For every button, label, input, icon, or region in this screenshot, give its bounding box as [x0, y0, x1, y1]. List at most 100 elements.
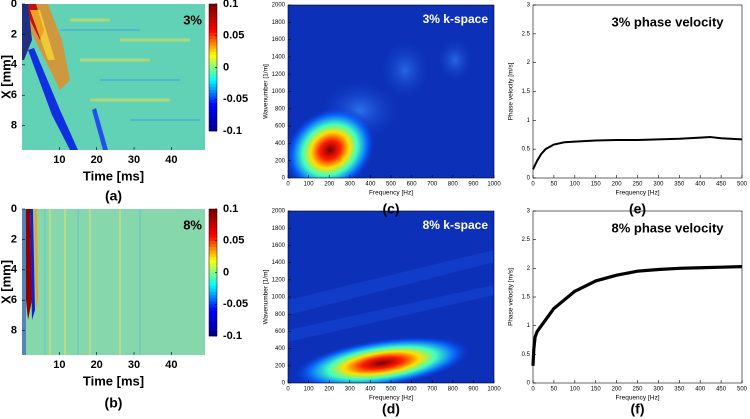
y-tick-label: 1: [527, 118, 531, 124]
colorbar-segment: [209, 332, 217, 337]
x-tick-label: 250: [632, 387, 643, 393]
colorbar-segment: [209, 45, 217, 49]
x-axis-label: Time [ms]: [83, 168, 144, 183]
x-tick-label: 500: [386, 182, 397, 188]
y-axis-label: Wavenumber [1/m]: [263, 269, 270, 324]
colorbar-segment: [209, 105, 217, 110]
colorbar-segment: [209, 73, 217, 78]
line-series: [531, 265, 743, 366]
colorbar-segment: [209, 237, 217, 242]
colorbar-segment: [209, 48, 217, 52]
colorbar-segment: [209, 259, 217, 264]
colorbar-segment: [209, 234, 217, 238]
colorbar-tick-label: 0.05: [223, 30, 244, 42]
y-tick-label: 0: [11, 0, 17, 10]
y-tick-label: 1: [527, 323, 531, 329]
colorbar-segment: [209, 313, 217, 318]
colorbar-segment: [209, 294, 217, 299]
y-tick-label: 0: [527, 381, 531, 387]
x-tick-label: 40: [165, 154, 177, 166]
colorbar-segment: [209, 64, 217, 68]
colorbar-segment: [209, 316, 217, 321]
colorbar-segment: [209, 32, 217, 37]
colorbar-tick-label: 0: [223, 61, 229, 73]
colorbar-segment: [209, 61, 217, 65]
x-axis-label: Time [ms]: [83, 373, 144, 388]
colorbar-segment: [209, 7, 217, 11]
x-tick-label: 0: [286, 387, 290, 393]
colorbar-segment: [209, 272, 217, 276]
y-axis-label: Phase velocity [m/s]: [508, 268, 515, 326]
colorbar-segment: [209, 218, 217, 222]
colorbar-segment: [209, 221, 217, 226]
y-tick-label: 200: [275, 158, 286, 164]
colorbar-segment: [209, 240, 217, 245]
colorbar-segment: [209, 250, 217, 254]
colorbar-segment: [209, 320, 217, 324]
plot-frame: [532, 210, 743, 384]
y-tick-label: 1200: [272, 277, 286, 283]
y-tick-label: 1800: [272, 226, 286, 232]
colorbar-segment: [209, 275, 217, 280]
panel-label: (c): [382, 201, 399, 217]
x-axis-label: Frequency [Hz]: [615, 190, 659, 197]
colorbar-segment: [209, 243, 217, 248]
colorbar-segment: [209, 4, 217, 8]
y-tick-label: 400: [275, 346, 286, 352]
x-tick-label: 700: [427, 387, 438, 393]
y-tick-label: 600: [275, 329, 286, 335]
colorbar-segment: [209, 282, 217, 286]
y-tick-label: 8: [11, 120, 17, 132]
colorbar-segment: [209, 86, 217, 91]
colorbar-segment: [209, 323, 217, 327]
heatmap-image: [288, 211, 494, 383]
x-tick-label: 600: [407, 182, 418, 188]
x-tick-label: 450: [716, 182, 727, 188]
y-tick-label: 2: [11, 28, 17, 40]
colorbar-segment: [209, 304, 217, 308]
colorbar-segment: [209, 96, 217, 100]
x-tick-label: 700: [427, 182, 438, 188]
colorbar-segment: [209, 118, 217, 122]
x-tick-label: 150: [591, 387, 602, 393]
panel-title: 8%: [183, 217, 202, 232]
y-tick-label: 4: [11, 264, 18, 276]
y-tick-label: 800: [275, 106, 286, 112]
y-tick-label: 0.5: [522, 352, 531, 358]
x-tick-label: 200: [324, 387, 335, 393]
x-tick-label: 150: [591, 182, 602, 188]
colorbar-segment: [209, 307, 217, 311]
colorbar-segment: [209, 212, 217, 216]
colorbar-tick-label: 0.05: [223, 235, 244, 247]
y-tick-label: 800: [275, 312, 286, 318]
x-tick-label: 100: [304, 182, 315, 188]
colorbar-segment: [209, 297, 217, 302]
panel-label: (f): [631, 401, 645, 417]
y-tick-label: 6: [11, 89, 17, 101]
x-tick-label: 1000: [487, 182, 501, 188]
panel-title: 8% k-space: [423, 218, 489, 232]
colorbar-segment: [209, 326, 217, 330]
x-tick-label: 300: [345, 182, 356, 188]
y-tick-label: 6: [11, 294, 17, 306]
x-tick-label: 500: [737, 387, 748, 393]
colorbar-segment: [209, 127, 217, 132]
x-tick-label: 100: [570, 182, 581, 188]
y-tick-label: 4: [11, 59, 18, 71]
y-tick-label: 1800: [272, 20, 286, 26]
y-axis-label: X [mm]: [0, 260, 13, 304]
panel-label: (d): [382, 401, 400, 417]
x-tick-label: 300: [345, 387, 356, 393]
y-tick-label: 8: [11, 325, 17, 337]
y-tick-label: 200: [275, 363, 286, 369]
x-axis-label: Frequency [Hz]: [369, 395, 413, 402]
x-tick-label: 800: [448, 387, 459, 393]
x-tick-label: 50: [551, 387, 558, 393]
heatmap-image: [288, 5, 494, 178]
y-tick-label: 1600: [272, 37, 286, 43]
colorbar-segment: [209, 38, 217, 43]
y-tick-label: 1600: [272, 243, 286, 249]
y-tick-label: 1400: [272, 260, 286, 266]
colorbar-segment: [209, 215, 217, 219]
